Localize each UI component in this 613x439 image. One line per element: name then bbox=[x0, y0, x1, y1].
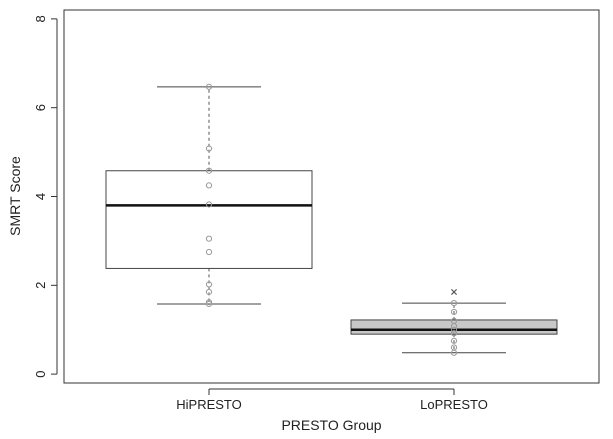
data-point bbox=[450, 317, 458, 324]
x-tick-label: LoPRESTO bbox=[420, 397, 488, 412]
box-series bbox=[105, 83, 558, 356]
y-tick-label: 8 bbox=[33, 15, 48, 22]
data-point bbox=[450, 330, 458, 337]
x-tick-label: HiPRESTO bbox=[176, 397, 242, 412]
data-point bbox=[205, 167, 213, 174]
data-point bbox=[205, 145, 213, 152]
x-axis-title: PRESTO Group bbox=[281, 417, 381, 433]
data-point bbox=[450, 299, 458, 307]
data-point bbox=[450, 308, 458, 316]
outlier-point bbox=[450, 288, 458, 295]
x-axis: HiPRESTO LoPRESTO bbox=[176, 388, 488, 412]
data-point bbox=[205, 235, 213, 242]
data-point bbox=[205, 182, 213, 189]
data-point bbox=[205, 281, 213, 288]
data-point bbox=[205, 83, 213, 90]
y-axis-title: SMRT Score bbox=[7, 156, 23, 236]
box-hipresto bbox=[105, 83, 313, 308]
data-point bbox=[205, 248, 213, 256]
data-point bbox=[205, 288, 213, 296]
y-tick-label: 2 bbox=[33, 282, 48, 289]
data-point bbox=[205, 299, 213, 306]
data-point bbox=[450, 337, 458, 344]
data-point bbox=[205, 201, 213, 208]
y-tick-label: 0 bbox=[33, 371, 48, 378]
data-point bbox=[450, 344, 458, 351]
y-tick-label: 6 bbox=[33, 104, 48, 111]
y-axis: 0 2 4 6 8 bbox=[33, 15, 58, 378]
data-point bbox=[450, 326, 458, 333]
iqr-box bbox=[105, 170, 313, 269]
box-lopresto bbox=[350, 288, 558, 356]
plot-frame bbox=[63, 9, 600, 384]
data-point bbox=[205, 300, 213, 308]
y-tick-label: 4 bbox=[33, 193, 48, 200]
